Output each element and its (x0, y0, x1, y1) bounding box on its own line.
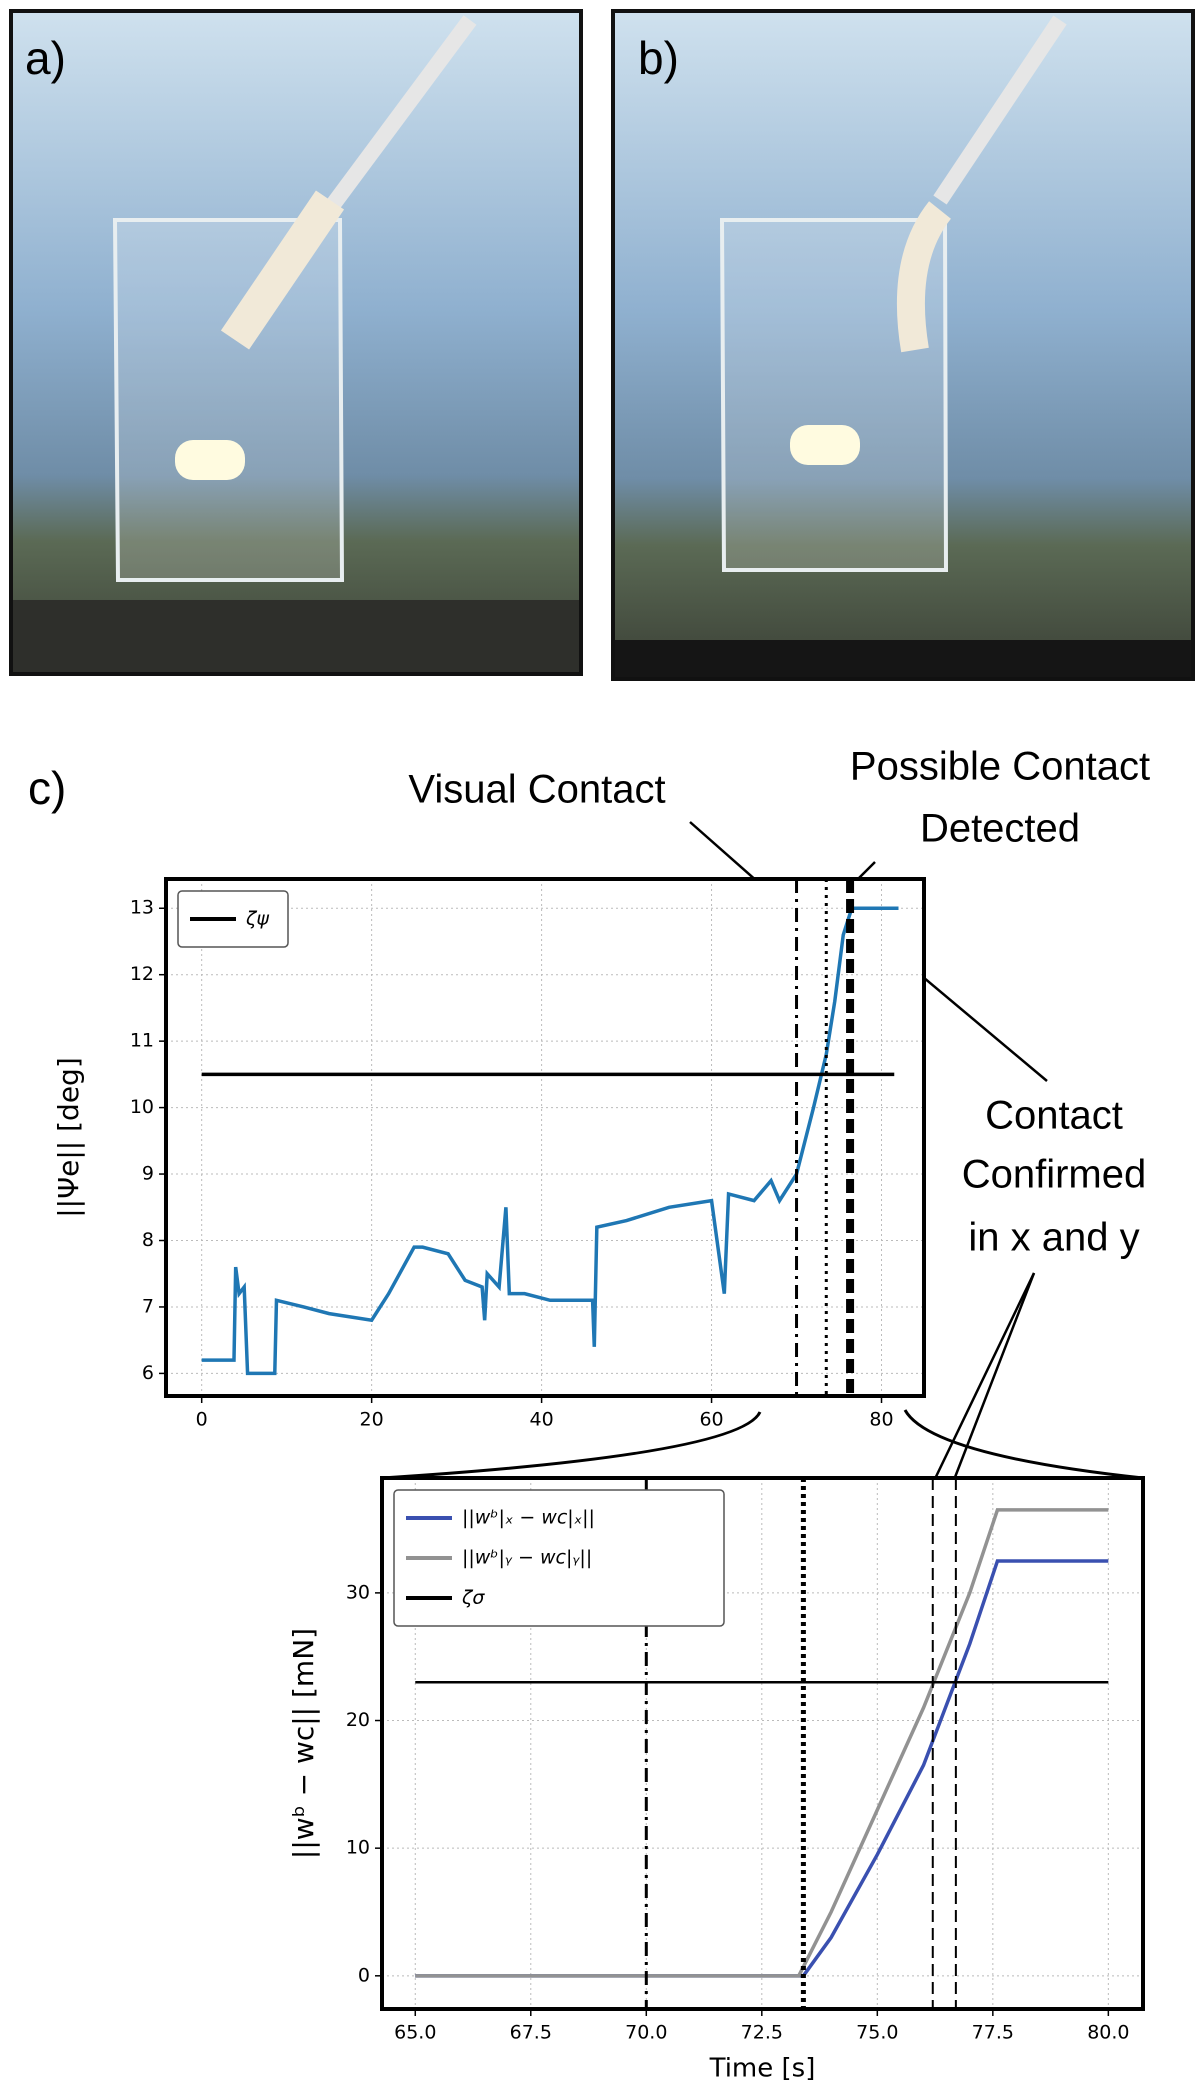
x-tick-label: 65.0 (394, 2022, 436, 2044)
y-axis-label: ||wᵇ − wc|| [mN] (287, 1628, 320, 1859)
plot-content (415, 1478, 1109, 2009)
y-tick-label: 10 (130, 1096, 154, 1118)
y-tick-label: 7 (142, 1295, 154, 1317)
plot-frame (164, 877, 926, 1398)
y-tick-label: 12 (130, 963, 154, 985)
annotation: Confirmed (962, 1153, 1147, 1197)
series-line (415, 1559, 1109, 1978)
x-tick-label: 20 (360, 1409, 384, 1431)
y-tick-label: 30 (346, 1581, 370, 1603)
y-axis-label: ||Ψe|| [deg] (52, 1057, 85, 1218)
photo-b (611, 9, 1195, 681)
x-tick-label: 80 (869, 1409, 893, 1431)
y-tick-label: 20 (346, 1709, 370, 1731)
panel-label: c) (28, 762, 66, 814)
annotation: Detected (920, 807, 1080, 851)
x-tick-label: 40 (530, 1409, 554, 1431)
y-tick-label: 10 (346, 1837, 370, 1859)
x-tick-label: 60 (699, 1409, 723, 1431)
legend-label: ζσ (461, 1587, 485, 1609)
y-tick-label: 13 (130, 897, 154, 919)
x-axis-label: Time [s] (709, 2054, 816, 2081)
panel-label: b) (638, 32, 679, 84)
photo-a (9, 9, 583, 676)
panel-label: a) (25, 32, 66, 84)
annotation: in x and y (968, 1216, 1139, 1260)
y-tick-label: 6 (142, 1362, 154, 1384)
x-tick-label: 75.0 (856, 2022, 898, 2044)
series-line (201, 906, 899, 1376)
x-tick-label: 72.5 (741, 2022, 783, 2044)
plot-content (201, 879, 899, 1396)
series-line (415, 1508, 1109, 1978)
y-tick-label: 8 (142, 1229, 154, 1251)
x-tick-label: 67.5 (510, 2022, 552, 2044)
x-tick-label: 77.5 (972, 2022, 1014, 2044)
plot-frame (380, 1476, 1145, 2011)
legend-box (393, 1489, 725, 1627)
x-tick-label: 70.0 (625, 2022, 667, 2044)
y-tick-label: 11 (130, 1030, 154, 1052)
legend-label: ||wᵇ|ₓ − wc|ₓ|| (462, 1507, 595, 1529)
annotation: Contact (985, 1094, 1123, 1138)
y-tick-label: 0 (358, 1964, 370, 1986)
annotation: Visual Contact (408, 768, 665, 812)
y-tick-label: 9 (142, 1163, 154, 1185)
x-tick-label: 80.0 (1087, 2022, 1129, 2044)
annotation: Possible Contact (850, 745, 1150, 789)
plot-area (166, 879, 924, 1396)
legend-label: ζψ (245, 908, 269, 930)
legend-label: ||wᵇ|ᵧ − wc|ᵧ|| (462, 1547, 592, 1569)
x-tick-label: 0 (196, 1409, 208, 1431)
